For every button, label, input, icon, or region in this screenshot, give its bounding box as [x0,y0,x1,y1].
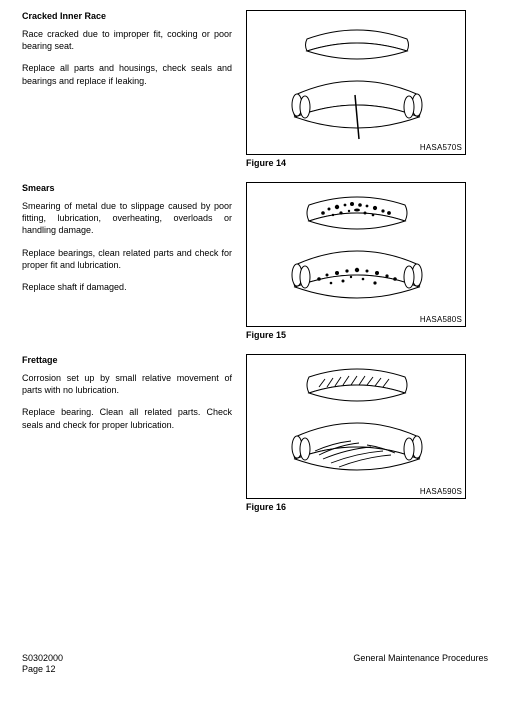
doc-code: S0302000 [22,653,63,665]
page: Cracked Inner Race Race cracked due to i… [0,0,510,718]
figure-box: HASA590S [246,354,466,499]
bearing-illustration [247,183,466,327]
footer-left: S0302000 Page 12 [22,653,63,676]
figure-box: HASA580S [246,182,466,327]
figure-code: HASA590S [420,487,462,496]
section-heading: Cracked Inner Race [22,10,232,22]
section-paragraph: Replace shaft if damaged. [22,281,232,293]
section-frettage: Frettage Corrosion set up by small relat… [22,354,488,518]
figure-caption: Figure 16 [246,502,466,512]
bearing-illustration [247,11,466,155]
text-column: Cracked Inner Race Race cracked due to i… [22,10,232,97]
section-cracked-inner-race: Cracked Inner Race Race cracked due to i… [22,10,488,174]
bearing-illustration [247,355,466,499]
figure-code: HASA580S [420,315,462,324]
figure-box: HASA570S [246,10,466,155]
section-paragraph: Replace bearing. Clean all related parts… [22,406,232,430]
section-heading: Frettage [22,354,232,366]
section-paragraph: Replace bearings, clean related parts an… [22,247,232,271]
figure-column: HASA590S Figure 16 [246,354,466,518]
figure-column: HASA570S Figure 14 [246,10,466,174]
section-paragraph: Replace all parts and housings, check se… [22,62,232,86]
figure-caption: Figure 14 [246,158,466,168]
figure-caption: Figure 15 [246,330,466,340]
section-paragraph: Smearing of metal due to slippage caused… [22,200,232,236]
figure-column: HASA580S Figure 15 [246,182,466,346]
page-number: Page 12 [22,664,63,676]
section-paragraph: Race cracked due to improper fit, cockin… [22,28,232,52]
text-column: Frettage Corrosion set up by small relat… [22,354,232,441]
section-heading: Smears [22,182,232,194]
figure-code: HASA570S [420,143,462,152]
text-column: Smears Smearing of metal due to slippage… [22,182,232,303]
page-footer: S0302000 Page 12 General Maintenance Pro… [22,653,488,676]
section-paragraph: Corrosion set up by small relative movem… [22,372,232,396]
footer-right: General Maintenance Procedures [353,653,488,676]
section-smears: Smears Smearing of metal due to slippage… [22,182,488,346]
